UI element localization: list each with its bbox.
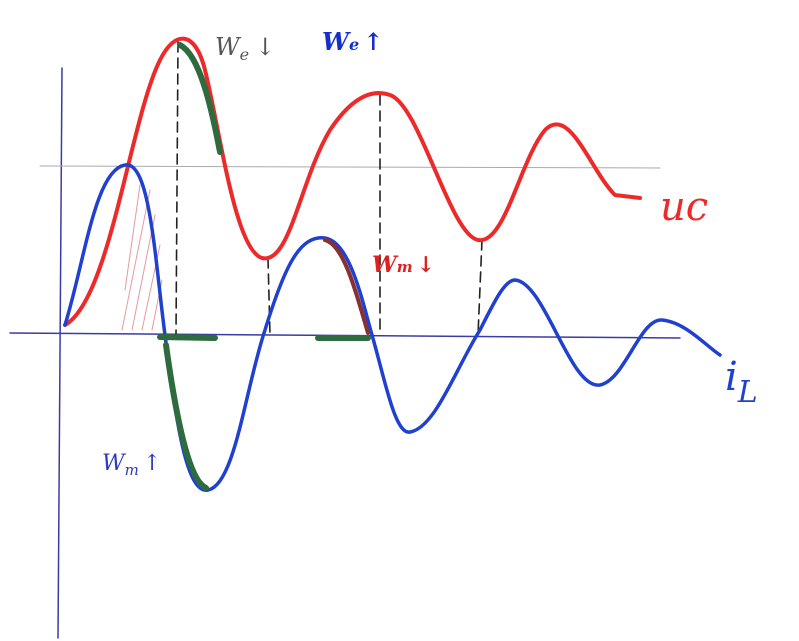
curve-label: iL — [725, 354, 758, 410]
il-curve — [65, 165, 720, 490]
label-part: L — [737, 375, 758, 410]
label-part: ↓ — [417, 252, 435, 278]
label-part: e — [349, 35, 359, 54]
label-part: W — [322, 27, 351, 56]
label-part: i — [725, 354, 738, 400]
curve-label: uc — [660, 184, 708, 230]
label-part: m — [125, 461, 139, 479]
label-part: c — [686, 184, 708, 230]
label-part: W — [102, 451, 127, 476]
highlights — [160, 45, 368, 488]
sketch: We↓ We↑ Wm↓ Wm↑ uc iL — [0, 0, 799, 641]
annotation: We↑ — [322, 27, 383, 56]
vertical-axis — [58, 68, 62, 638]
label-part: W — [372, 252, 399, 278]
dashed-markers — [176, 42, 482, 335]
annotation: We ↓ — [215, 33, 275, 64]
label-part: ↓ — [255, 33, 275, 61]
label-part: ↑ — [143, 451, 161, 476]
label-part: u — [660, 184, 686, 230]
label-part: W — [215, 33, 242, 61]
label-part: m — [397, 258, 413, 276]
annotation: Wm↑ — [102, 451, 161, 479]
label-part: e — [240, 45, 249, 64]
annotation: Wm↓ — [372, 252, 435, 278]
label-part: ↑ — [363, 27, 383, 56]
